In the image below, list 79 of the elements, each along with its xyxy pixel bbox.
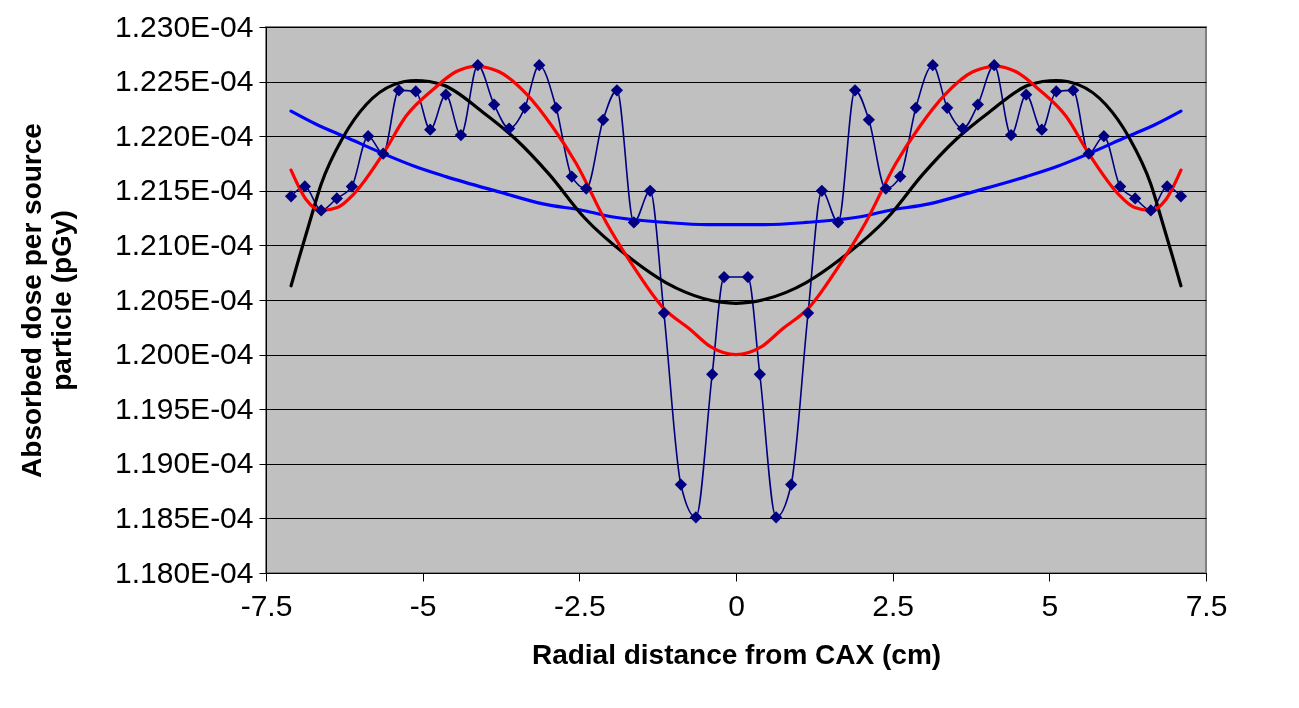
point: [909, 101, 922, 114]
point: [487, 98, 501, 111]
point: [717, 270, 731, 284]
point: [362, 130, 375, 143]
point: [894, 170, 907, 183]
y-tick-label: 1.210E-04: [115, 227, 254, 261]
point: [879, 182, 892, 195]
point: [1050, 85, 1063, 98]
point: [471, 59, 484, 72]
x-tick-label: 5: [1041, 588, 1059, 622]
point: [284, 190, 298, 203]
point: [424, 123, 437, 136]
y-tick-label: 1.195E-04: [115, 391, 254, 425]
point: [454, 128, 468, 142]
y-tick-label: 1.220E-04: [115, 118, 254, 152]
y-tick-label: 1.190E-04: [115, 446, 254, 480]
point: [801, 306, 815, 320]
point: [644, 184, 657, 197]
y-tick-label: 1.230E-04: [115, 9, 254, 43]
point: [769, 511, 783, 524]
point: [674, 478, 687, 491]
point: [941, 101, 954, 114]
point: [848, 84, 862, 97]
y-tick-label: 1.205E-04: [115, 282, 254, 316]
x-tick-label: 7.5: [1185, 588, 1228, 622]
point: [580, 182, 593, 195]
point: [533, 59, 546, 72]
x-tick-label: -7.5: [240, 588, 293, 622]
point: [741, 270, 755, 284]
point: [503, 122, 516, 135]
point: [597, 113, 610, 126]
point: [815, 184, 828, 197]
point: [1129, 192, 1142, 205]
point: [330, 192, 343, 205]
y-tick-label: 1.215E-04: [115, 173, 254, 207]
point: [832, 216, 845, 229]
point: [926, 59, 939, 72]
point: [1161, 180, 1174, 193]
point: [1144, 204, 1157, 217]
point: [862, 113, 875, 126]
x-tick-label: -2.5: [553, 588, 606, 622]
point: [1082, 147, 1095, 160]
y-tick-label: 1.180E-04: [115, 555, 254, 589]
point: [1004, 128, 1018, 142]
point: [550, 101, 563, 114]
point: [409, 85, 422, 98]
point: [1067, 84, 1080, 97]
point: [315, 204, 328, 217]
point: [377, 147, 390, 160]
point: [956, 122, 969, 135]
y-axis-title: Absorbed dose per source particle (pGy): [16, 123, 78, 478]
y-tick-label: 1.185E-04: [115, 500, 254, 534]
x-axis-title: Radial distance from CAX (cm): [531, 638, 942, 670]
point: [298, 180, 311, 193]
point: [988, 59, 1001, 72]
x-tick-label: 2.5: [872, 588, 915, 622]
x-tick-label: 0: [728, 588, 745, 622]
y-tick-label: 1.200E-04: [115, 337, 254, 371]
point: [689, 511, 703, 524]
point: [1035, 123, 1048, 136]
point: [971, 98, 985, 111]
point: [439, 88, 452, 101]
point: [785, 478, 798, 491]
point: [565, 170, 578, 183]
point: [1174, 190, 1188, 203]
point: [657, 306, 671, 320]
point: [610, 84, 624, 97]
point: [706, 368, 719, 381]
point: [1114, 180, 1127, 193]
point: [1097, 130, 1110, 143]
point: [753, 368, 766, 381]
point: [345, 180, 358, 193]
line-series: [289, 109, 1183, 227]
point: [1020, 88, 1033, 101]
y-tick-label: 1.225E-04: [115, 64, 254, 98]
x-tick-label: -5: [409, 588, 437, 622]
point: [627, 216, 640, 229]
point: [392, 84, 405, 97]
point: [518, 101, 531, 114]
